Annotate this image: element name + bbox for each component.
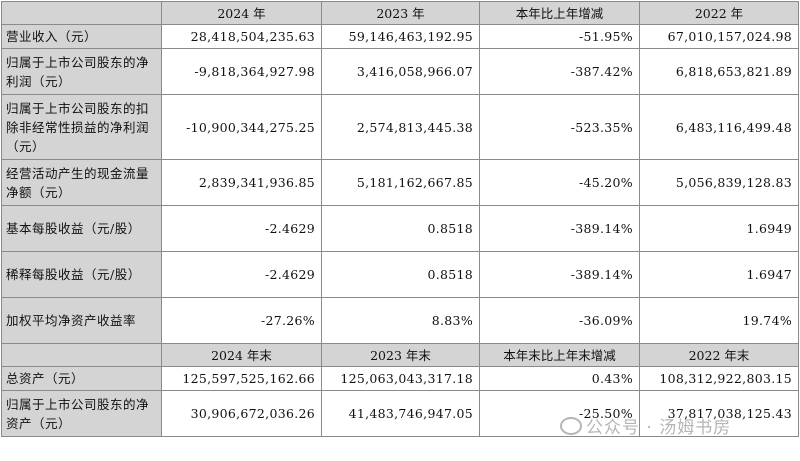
table-row: 归属于上市公司股东的扣除非经常性损益的净利润（元） -10,900,344,275… bbox=[1, 94, 799, 160]
table-row: 营业收入（元） 28,418,504,235.63 59,146,463,192.9… bbox=[1, 24, 799, 49]
table-cell: -25.50% bbox=[479, 390, 640, 437]
table-cell: 37,817,038,125.43 bbox=[639, 390, 799, 437]
table-cell: -51.95% bbox=[479, 24, 640, 49]
table-cell: 6,483,116,499.48 bbox=[639, 94, 799, 160]
column-header: 2022 年末 bbox=[639, 343, 799, 367]
table-cell: -45.20% bbox=[479, 159, 640, 206]
table-cell: 125,597,525,162.66 bbox=[161, 366, 322, 391]
table-cell: 59,146,463,192.95 bbox=[321, 24, 480, 49]
table-cell: 0.43% bbox=[479, 366, 640, 391]
table-row: 归属于上市公司股东的净资产（元） 30,906,672,036.26 41,483,… bbox=[1, 390, 799, 437]
column-header: 2022 年 bbox=[639, 1, 799, 25]
table-cell: 19.74% bbox=[639, 297, 799, 344]
row-label: 归属于上市公司股东的扣除非经常性损益的净利润（元） bbox=[1, 94, 162, 160]
table-cell: 1.6949 bbox=[639, 205, 799, 252]
row-label: 经营活动产生的现金流量净额（元） bbox=[1, 159, 162, 206]
column-header bbox=[1, 1, 162, 25]
table-row: 基本每股收益（元/股） -2.4629 0.8518 -389.14% 1.6949 bbox=[1, 205, 799, 252]
table-cell: 0.8518 bbox=[321, 205, 480, 252]
column-header: 2024 年末 bbox=[161, 343, 322, 367]
table-row: 总资产（元） 125,597,525,162.66 125,063,043,317.… bbox=[1, 366, 799, 391]
column-header bbox=[1, 343, 162, 367]
table-cell: 41,483,746,947.05 bbox=[321, 390, 480, 437]
table-row: 经营活动产生的现金流量净额（元） 2,839,341,936.85 5,181,16… bbox=[1, 159, 799, 206]
table-cell: -27.26% bbox=[161, 297, 322, 344]
row-label: 总资产（元） bbox=[1, 366, 162, 391]
table-cell: -387.42% bbox=[479, 48, 640, 95]
table-header-row: 2024 年 2023 年本年比上年增减 2022 年 bbox=[1, 1, 799, 25]
table-cell: -36.09% bbox=[479, 297, 640, 344]
table-cell: 2,574,813,445.38 bbox=[321, 94, 480, 160]
table-cell: 3,416,058,966.07 bbox=[321, 48, 480, 95]
financial-summary-table: 2024 年 2023 年本年比上年增减 2022 年营业收入（元） 28,418,5… bbox=[1, 1, 799, 437]
table-cell: 1.6947 bbox=[639, 251, 799, 298]
table-cell: 108,312,922,803.15 bbox=[639, 366, 799, 391]
table-cell: 0.8518 bbox=[321, 251, 480, 298]
column-header: 2024 年 bbox=[161, 1, 322, 25]
table-cell: 30,906,672,036.26 bbox=[161, 390, 322, 437]
table-cell: -2.4629 bbox=[161, 205, 322, 252]
row-label: 营业收入（元） bbox=[1, 24, 162, 49]
row-label: 归属于上市公司股东的净资产（元） bbox=[1, 390, 162, 437]
table-cell: 2,839,341,936.85 bbox=[161, 159, 322, 206]
table-cell: 5,181,162,667.85 bbox=[321, 159, 480, 206]
column-header: 本年比上年增减 bbox=[479, 1, 640, 25]
row-label: 稀释每股收益（元/股） bbox=[1, 251, 162, 298]
row-label: 基本每股收益（元/股） bbox=[1, 205, 162, 252]
table-cell: -9,818,364,927.98 bbox=[161, 48, 322, 95]
table-cell: 67,010,157,024.98 bbox=[639, 24, 799, 49]
table-cell: -389.14% bbox=[479, 251, 640, 298]
table-cell: 5,056,839,128.83 bbox=[639, 159, 799, 206]
column-header: 2023 年 bbox=[321, 1, 480, 25]
table-cell: 8.83% bbox=[321, 297, 480, 344]
row-label: 归属于上市公司股东的净利润（元） bbox=[1, 48, 162, 95]
table-cell: 6,818,653,821.89 bbox=[639, 48, 799, 95]
table-cell: -2.4629 bbox=[161, 251, 322, 298]
row-label: 加权平均净资产收益率 bbox=[1, 297, 162, 344]
column-header: 2023 年末 bbox=[321, 343, 480, 367]
table-header-row: 2024 年末 2023 年末 本年末比上年末增减 2022 年末 bbox=[1, 343, 799, 367]
table-cell: -523.35% bbox=[479, 94, 640, 160]
table-cell: 28,418,504,235.63 bbox=[161, 24, 322, 49]
table-cell: 125,063,043,317.18 bbox=[321, 366, 480, 391]
column-header: 本年末比上年末增减 bbox=[479, 343, 640, 367]
table-cell: -10,900,344,275.25 bbox=[161, 94, 322, 160]
table-row: 归属于上市公司股东的净利润（元） -9,818,364,927.98 3,416,0… bbox=[1, 48, 799, 95]
table-row: 稀释每股收益（元/股） -2.4629 0.8518 -389.14% 1.6947 bbox=[1, 251, 799, 298]
table-row: 加权平均净资产收益率 -27.26% 8.83% -36.09% 19.74% bbox=[1, 297, 799, 344]
table-cell: -389.14% bbox=[479, 205, 640, 252]
